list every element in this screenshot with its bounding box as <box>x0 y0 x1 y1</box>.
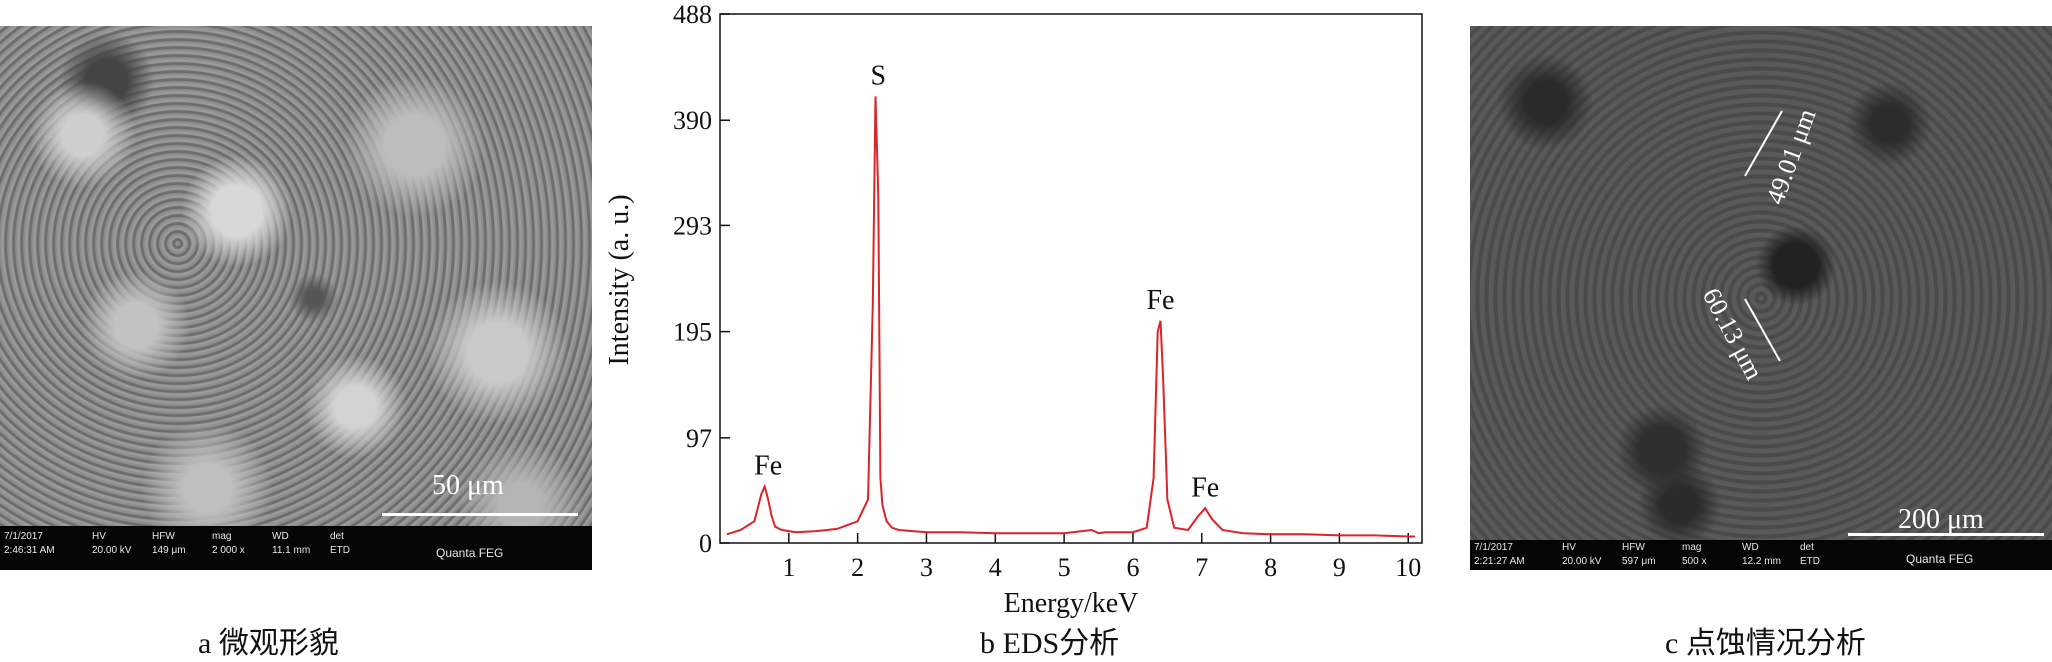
series-layer <box>726 96 1416 538</box>
info-wd-label-a: WD <box>272 531 289 542</box>
info-time-c: 2:21:27 AM <box>1474 556 1525 567</box>
x-axis-label: Energy/keV <box>1004 588 1139 619</box>
measure-line-1 <box>1744 110 1783 177</box>
measure-label-2: 60.13 μm <box>1697 283 1769 384</box>
x-tick-label: 4 <box>989 553 1002 582</box>
caption-b: b EDS分析 <box>980 627 1120 660</box>
measure-line-2 <box>1744 298 1781 362</box>
y-tick-label: 293 <box>673 211 712 240</box>
info-time-a: 2:46:31 AM <box>4 545 55 556</box>
peak-label: S <box>871 60 887 91</box>
y-ticks: 0 97 195 293 390 488 <box>673 0 730 558</box>
info-wd-a: 11.1 mm <box>272 545 311 556</box>
measurement-overlay: 49.01 μm 60.13 μm <box>1697 105 1822 384</box>
info-hfw-a: 149 μm <box>152 545 186 556</box>
x-tick-label: 10 <box>1395 553 1421 582</box>
info-mag-label-c: mag <box>1682 542 1702 553</box>
info-hv-label-c: HV <box>1562 542 1576 553</box>
x-tick-label: 7 <box>1195 553 1208 582</box>
x-tick-label: 5 <box>1058 553 1071 582</box>
caption-c: c 点蚀情况分析 <box>1665 627 1866 660</box>
info-det-label-c: det <box>1800 542 1814 553</box>
x-tick-label: 3 <box>920 553 933 582</box>
info-instrument-a: Quanta FEG <box>436 546 504 560</box>
info-mag-c: 500 x <box>1682 556 1707 567</box>
y-tick-label: 488 <box>673 0 712 29</box>
sem-info-bar-a: 7/1/2017 2:46:31 AM HV 20.00 kV HFW 149 … <box>0 526 592 570</box>
peak-label: Fe <box>1146 285 1174 316</box>
x-tick-label: 6 <box>1126 553 1139 582</box>
scale-bar-c <box>1848 533 2044 536</box>
scale-bar-label-c: 200 μm <box>1898 504 1984 535</box>
info-hfw-label-c: HFW <box>1622 542 1645 553</box>
info-hv-label-a: HV <box>92 531 106 542</box>
info-mag-a: 2 000 x <box>212 545 245 556</box>
peak-label: Fe <box>754 451 782 482</box>
annotation-layer: Fe S Fe Fe <box>754 60 1219 503</box>
y-tick-label: 195 <box>673 318 712 347</box>
plot-frame <box>719 13 1423 544</box>
caption-a: a 微观形貌 <box>198 627 339 660</box>
sem-info-bar-c: 7/1/2017 2:21:27 AM HV 20.00 kV HFW 597 … <box>1470 540 2052 570</box>
x-tick-label: 9 <box>1333 553 1346 582</box>
info-hfw-c: 597 μm <box>1622 556 1656 567</box>
spectrum-line <box>726 96 1416 538</box>
peak-label: Fe <box>1191 472 1219 503</box>
y-tick-label: 97 <box>686 424 712 453</box>
info-wd-c: 12.2 mm <box>1742 556 1781 567</box>
y-tick-label: 0 <box>699 529 712 558</box>
info-mag-label-a: mag <box>212 531 232 542</box>
info-hv-c: 20.00 kV <box>1562 556 1602 567</box>
x-tick-label: 8 <box>1264 553 1277 582</box>
info-det-a: ETD <box>330 545 350 556</box>
info-det-label-a: det <box>330 531 344 542</box>
y-tick-label: 390 <box>673 106 712 135</box>
y-axis-label: Intensity (a. u.) <box>604 194 635 365</box>
info-hfw-label-a: HFW <box>152 531 175 542</box>
x-ticks: 1 2 3 4 5 6 7 8 9 10 <box>782 533 1421 582</box>
info-det-c: ETD <box>1800 556 1820 567</box>
x-tick-label: 1 <box>782 553 795 582</box>
scale-bar-label-a: 50 μm <box>432 470 504 501</box>
info-hv-a: 20.00 kV <box>92 545 132 556</box>
scale-bar-a <box>382 513 578 516</box>
info-date-c: 7/1/2017 <box>1474 542 1513 553</box>
sem-image-c: 49.01 μm 60.13 μm 200 μm 7/1/2017 2:21:2… <box>1470 26 2052 570</box>
info-date-a: 7/1/2017 <box>4 531 43 542</box>
info-wd-label-c: WD <box>1742 542 1759 553</box>
info-instrument-c: Quanta FEG <box>1906 552 1974 566</box>
sem-image-a: 50 μm 7/1/2017 2:46:31 AM HV 20.00 kV HF… <box>0 26 592 570</box>
x-tick-label: 2 <box>851 553 864 582</box>
measure-label-1: 49.01 μm <box>1760 105 1821 208</box>
